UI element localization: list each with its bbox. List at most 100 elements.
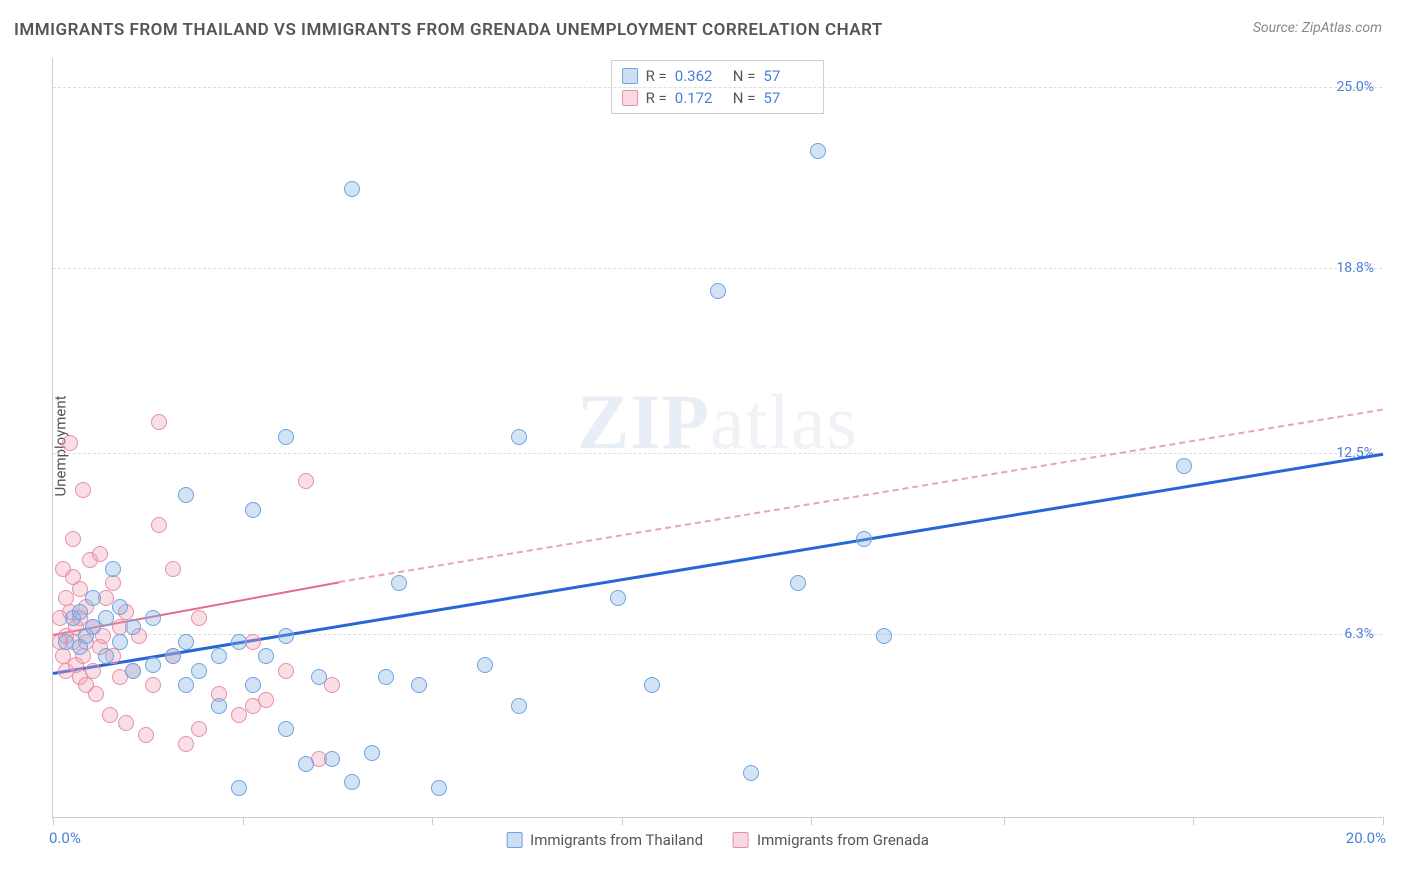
legend-label: Immigrants from Grenada <box>757 831 929 849</box>
r-label: R = <box>646 89 667 107</box>
x-tick <box>811 817 812 825</box>
data-point <box>790 575 806 591</box>
data-point <box>258 648 274 664</box>
data-point <box>231 634 247 650</box>
data-point <box>98 648 114 664</box>
data-point <box>88 686 104 702</box>
data-point <box>98 610 114 626</box>
data-point <box>298 473 314 489</box>
gridline <box>53 268 1382 269</box>
x-axis-min-label: 0.0% <box>49 829 81 847</box>
gridline <box>53 453 1382 454</box>
data-point <box>62 435 78 451</box>
data-point <box>178 736 194 752</box>
data-point <box>105 575 121 591</box>
data-point <box>145 677 161 693</box>
plot-area: ZIPatlas R = 0.362 N = 57 R = 0.172 N = … <box>52 58 1382 818</box>
data-point <box>278 663 294 679</box>
data-point <box>743 765 759 781</box>
data-point <box>178 677 194 693</box>
x-tick <box>1193 817 1194 825</box>
data-point <box>105 561 121 577</box>
data-point <box>102 707 118 723</box>
data-point <box>431 780 447 796</box>
swatch-blue-icon <box>622 68 638 84</box>
watermark: ZIPatlas <box>577 377 858 467</box>
n-label: N = <box>733 67 756 85</box>
data-point <box>810 143 826 159</box>
data-point <box>72 604 88 620</box>
data-point <box>245 677 261 693</box>
data-point <box>245 502 261 518</box>
data-point <box>191 663 207 679</box>
data-point <box>118 715 134 731</box>
n-value-thailand: 57 <box>763 67 813 85</box>
data-point <box>710 283 726 299</box>
r-value-thailand: 0.362 <box>675 67 725 85</box>
x-tick <box>1383 817 1384 825</box>
legend-item-thailand: Immigrants from Thailand <box>506 831 703 849</box>
data-point <box>278 429 294 445</box>
data-point <box>876 628 892 644</box>
x-axis-max-label: 20.0% <box>1346 829 1386 847</box>
data-point <box>211 648 227 664</box>
data-point <box>278 721 294 737</box>
x-tick <box>622 817 623 825</box>
data-point <box>125 619 141 635</box>
data-point <box>92 546 108 562</box>
data-point <box>324 751 340 767</box>
data-point <box>278 628 294 644</box>
legend-label: Immigrants from Thailand <box>530 831 703 849</box>
data-point <box>344 774 360 790</box>
data-point <box>511 429 527 445</box>
data-point <box>151 517 167 533</box>
data-point <box>324 677 340 693</box>
data-point <box>856 531 872 547</box>
legend-row-grenada: R = 0.172 N = 57 <box>622 87 814 109</box>
data-point <box>178 634 194 650</box>
data-point <box>85 590 101 606</box>
data-point <box>311 669 327 685</box>
data-point <box>85 663 101 679</box>
x-tick <box>53 817 54 825</box>
data-point <box>165 648 181 664</box>
data-point <box>511 698 527 714</box>
data-point <box>231 780 247 796</box>
data-point <box>145 657 161 673</box>
y-tick-label: 18.8% <box>1336 260 1374 276</box>
data-point <box>211 698 227 714</box>
chart-title: IMMIGRANTS FROM THAILAND VS IMMIGRANTS F… <box>14 20 883 40</box>
swatch-pink-icon <box>733 832 749 848</box>
source-label: Source: ZipAtlas.com <box>1253 20 1382 36</box>
n-label: N = <box>733 89 756 107</box>
regression-line-grenada-dash <box>339 409 1383 583</box>
gridline <box>53 87 1382 88</box>
x-tick <box>243 817 244 825</box>
data-point <box>364 745 380 761</box>
data-point <box>1176 458 1192 474</box>
swatch-pink-icon <box>622 90 638 106</box>
r-value-grenada: 0.172 <box>675 89 725 107</box>
data-point <box>344 181 360 197</box>
data-point <box>258 692 274 708</box>
data-point <box>112 634 128 650</box>
data-point <box>298 756 314 772</box>
data-point <box>378 669 394 685</box>
data-point <box>391 575 407 591</box>
data-point <box>610 590 626 606</box>
data-point <box>165 561 181 577</box>
x-tick <box>432 817 433 825</box>
data-point <box>151 414 167 430</box>
data-point <box>65 531 81 547</box>
data-point <box>138 727 154 743</box>
data-point <box>411 677 427 693</box>
y-tick-label: 25.0% <box>1336 79 1374 95</box>
chart-container: IMMIGRANTS FROM THAILAND VS IMMIGRANTS F… <box>0 0 1406 892</box>
data-point <box>145 610 161 626</box>
legend-row-thailand: R = 0.362 N = 57 <box>622 65 814 87</box>
n-value-grenada: 57 <box>763 89 813 107</box>
swatch-blue-icon <box>506 832 522 848</box>
data-point <box>644 677 660 693</box>
data-point <box>112 599 128 615</box>
r-label: R = <box>646 67 667 85</box>
